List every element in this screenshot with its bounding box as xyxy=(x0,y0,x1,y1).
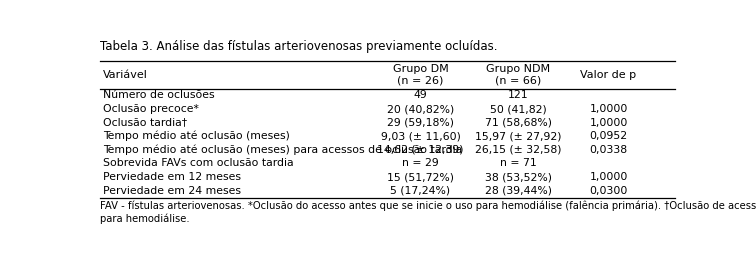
Text: Tempo médio até oclusão (meses): Tempo médio até oclusão (meses) xyxy=(103,131,290,142)
Text: 29 (59,18%): 29 (59,18%) xyxy=(387,118,454,128)
Text: 1,0000: 1,0000 xyxy=(590,118,627,128)
Text: 14,62 (± 12,39): 14,62 (± 12,39) xyxy=(377,145,463,155)
Text: 1,0000: 1,0000 xyxy=(590,104,627,114)
Text: Número de oclusões: Número de oclusões xyxy=(103,91,215,100)
Text: Valor de p: Valor de p xyxy=(581,70,637,80)
Text: Sobrevida FAVs com oclusão tardia: Sobrevida FAVs com oclusão tardia xyxy=(103,159,293,168)
Text: Tempo médio até oclusão (meses) para acessos de oclusão tardia: Tempo médio até oclusão (meses) para ace… xyxy=(103,145,462,155)
Text: FAV - fístulas arteriovenosas. *Oclusão do acesso antes que se inicie o uso para: FAV - fístulas arteriovenosas. *Oclusão … xyxy=(101,201,756,224)
Text: Grupo NDM
(n = 66): Grupo NDM (n = 66) xyxy=(486,64,550,85)
Text: 9,03 (± 11,60): 9,03 (± 11,60) xyxy=(380,131,460,141)
Text: 50 (41,82): 50 (41,82) xyxy=(490,104,547,114)
Text: 38 (53,52%): 38 (53,52%) xyxy=(485,172,552,182)
Text: Perviedade em 24 meses: Perviedade em 24 meses xyxy=(103,186,240,196)
Text: 15 (51,72%): 15 (51,72%) xyxy=(387,172,454,182)
Text: 71 (58,68%): 71 (58,68%) xyxy=(485,118,552,128)
Text: 20 (40,82%): 20 (40,82%) xyxy=(387,104,454,114)
Text: 15,97 (± 27,92): 15,97 (± 27,92) xyxy=(475,131,561,141)
Text: 1,0000: 1,0000 xyxy=(590,172,627,182)
Text: 5 (17,24%): 5 (17,24%) xyxy=(390,186,451,196)
Text: n = 71: n = 71 xyxy=(500,159,537,168)
Text: 121: 121 xyxy=(508,91,528,100)
Text: 0,0952: 0,0952 xyxy=(590,131,627,141)
Text: 28 (39,44%): 28 (39,44%) xyxy=(485,186,552,196)
Text: 0,0300: 0,0300 xyxy=(590,186,627,196)
Text: Variável: Variável xyxy=(103,70,147,80)
Text: Oclusão precoce*: Oclusão precoce* xyxy=(103,104,199,114)
Text: 49: 49 xyxy=(414,91,427,100)
Text: Oclusão tardia†: Oclusão tardia† xyxy=(103,118,187,128)
Text: Grupo DM
(n = 26): Grupo DM (n = 26) xyxy=(392,64,448,85)
Text: n = 29: n = 29 xyxy=(402,159,438,168)
Text: 0,0338: 0,0338 xyxy=(590,145,627,155)
Text: Tabela 3. Análise das fístulas arteriovenosas previamente ocluídas.: Tabela 3. Análise das fístulas arteriove… xyxy=(101,40,498,53)
Text: Perviedade em 12 meses: Perviedade em 12 meses xyxy=(103,172,240,182)
Text: 26,15 (± 32,58): 26,15 (± 32,58) xyxy=(475,145,561,155)
